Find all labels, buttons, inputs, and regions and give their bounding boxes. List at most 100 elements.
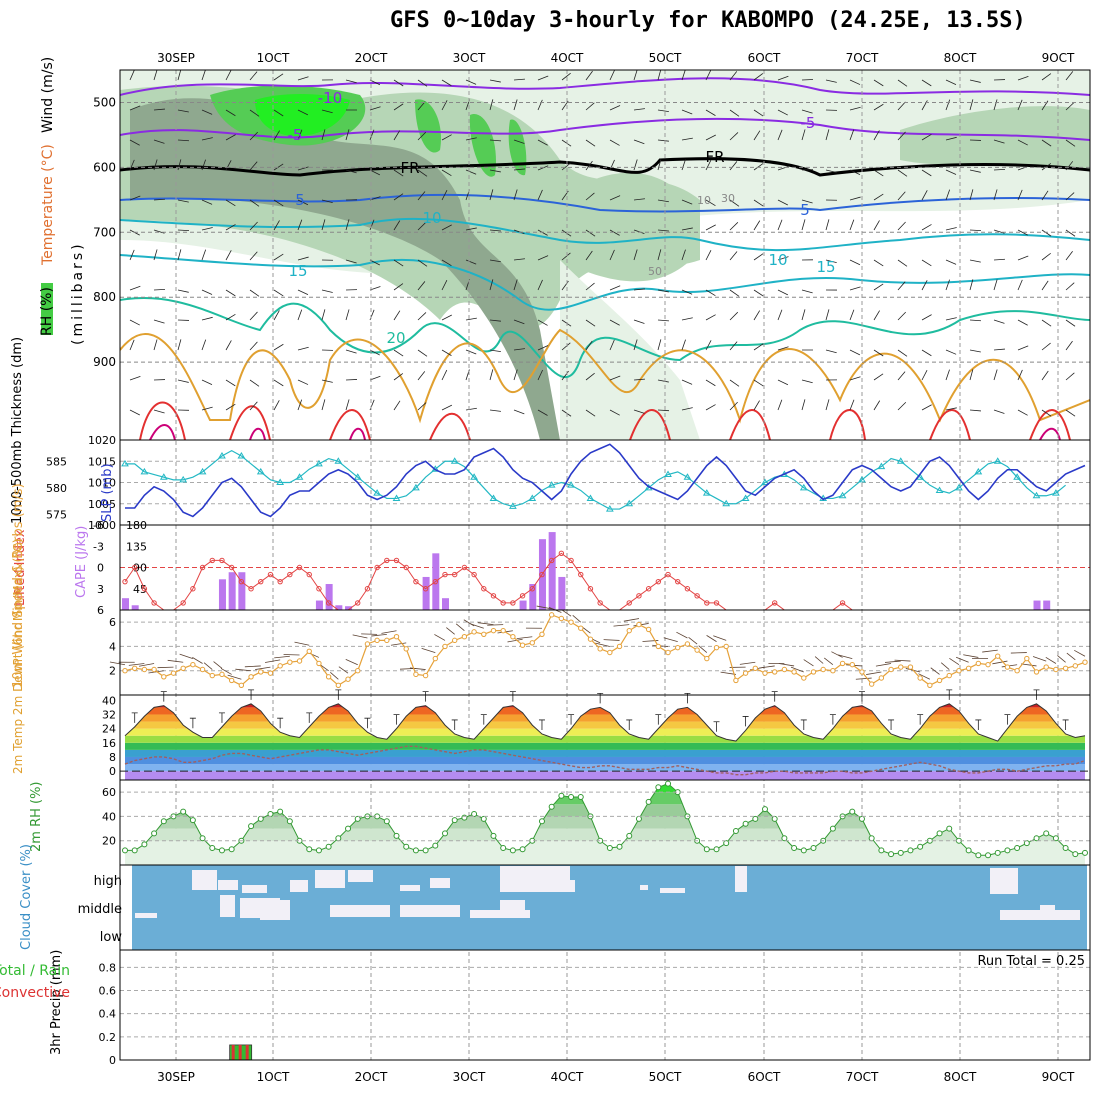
cape-bar-0 <box>122 598 129 610</box>
wind-barb-473 <box>1065 229 1076 237</box>
wind-barb-363 <box>849 169 861 176</box>
wind-barb-479 <box>1065 409 1076 417</box>
wind-barb-275 <box>657 409 670 412</box>
temp-line <box>124 703 1086 742</box>
wind-barb-225 <box>561 342 571 351</box>
cape-bar-94 <box>1033 600 1041 610</box>
wind-barb-125 <box>369 219 375 231</box>
li-point-60 <box>704 600 710 606</box>
wind-barb-78 <box>273 253 284 261</box>
wind10m-barb-51 <box>603 639 620 641</box>
wind-barb-38 <box>201 137 213 141</box>
wind-barb-388 <box>897 191 906 201</box>
wind-barb-19 <box>153 288 166 291</box>
rh2m-point-75 <box>849 808 856 815</box>
wind-speed-point-94 <box>1033 669 1040 675</box>
wind-barb-367 <box>849 286 861 291</box>
cape-bar-95 <box>1043 600 1051 610</box>
wind-barb-231 <box>585 160 593 171</box>
thickness-point-0 <box>121 459 129 467</box>
wind10m-barb-65 <box>739 661 756 665</box>
cloud-block-17 <box>330 905 390 917</box>
wind-speed-point-83 <box>927 682 933 688</box>
rh2m-point-97 <box>1062 845 1069 851</box>
wind-barb-18 <box>153 249 158 261</box>
wind-barb-364 <box>849 196 861 201</box>
wind-barb-472 <box>1065 192 1075 201</box>
thickness-point-80 <box>896 457 905 464</box>
wind-barb-282 <box>681 249 686 261</box>
temp-band-4 <box>125 742 1085 750</box>
rh2m-point-73 <box>829 825 836 832</box>
cloud-block-16 <box>260 900 290 920</box>
thickness-point-86 <box>955 483 963 491</box>
rh-band-5 <box>125 783 1085 793</box>
wind-barb-448 <box>1017 189 1023 201</box>
rh2m-point-65 <box>752 815 759 822</box>
wind-speed-point-77 <box>868 681 875 687</box>
li-point-10 <box>219 557 225 564</box>
cloud-block-1 <box>218 880 238 890</box>
wind10m-barb-98 <box>1066 652 1076 661</box>
wind-barb-362 <box>849 129 855 141</box>
wind10m-barb-12 <box>227 674 242 680</box>
wind-barb-242 <box>609 139 620 146</box>
wind-barb-301 <box>729 109 740 117</box>
rh2m-point-79 <box>888 851 895 858</box>
wind-barb-285 <box>681 339 686 351</box>
rh-band-2 <box>125 816 1085 829</box>
wind-barb-100 <box>321 199 333 204</box>
precip-legend-convective: Convective <box>0 985 70 1001</box>
wind-barb-136 <box>393 193 404 201</box>
li-point-57 <box>675 578 681 585</box>
temp-minmax-37 <box>480 714 487 725</box>
wind-barb-302 <box>729 132 739 141</box>
rh2m-point-3 <box>151 830 158 837</box>
wind-barb-341 <box>801 219 806 231</box>
wind-barb-456 <box>1041 73 1052 81</box>
wind-barb-280 <box>681 199 693 205</box>
wind-barb-323 <box>753 400 760 411</box>
wind-speed-point-65 <box>752 665 759 671</box>
wind-barb-31 <box>177 289 189 293</box>
wind-barb-155 <box>417 402 427 411</box>
wind-barb-219 <box>561 162 571 171</box>
li-point-53 <box>636 593 642 599</box>
wind-speed-point-31 <box>422 672 429 679</box>
wind-speed-point-93 <box>1024 655 1030 662</box>
wind-barb-446 <box>1017 139 1028 146</box>
thickness-point-46 <box>567 481 575 488</box>
wind-speed-point-76 <box>859 669 865 675</box>
li-point-18 <box>296 564 303 571</box>
wind-barb-154 <box>417 371 426 381</box>
wind-barb-417 <box>945 349 957 355</box>
temp-minmax-10 <box>218 712 225 723</box>
y-tick-precip-0.4: 0.4 <box>99 1008 117 1021</box>
temp-minmax-31 <box>422 691 429 702</box>
rh2m-point-66 <box>762 806 768 813</box>
wind-barb-199 <box>513 279 518 291</box>
temp-band-9 <box>125 707 1085 715</box>
wind-barb-4 <box>129 195 141 201</box>
wind-barb-314 <box>753 130 761 141</box>
li-point-6 <box>180 600 186 606</box>
wind-barb-351 <box>825 169 837 173</box>
x-tick-bottom-8OCT: 8OCT <box>944 1070 977 1084</box>
li-point-52 <box>626 600 632 606</box>
wind-barb-403 <box>921 280 928 291</box>
rh2m-point-31 <box>422 847 429 854</box>
wind-barb-192 <box>513 78 525 81</box>
wind-barb-71 <box>249 401 258 411</box>
y-tick-slp-1000: 1000 <box>88 519 116 532</box>
li-point-27 <box>384 557 390 564</box>
wind-barb-309 <box>729 341 738 351</box>
thickness-point-94 <box>1032 491 1041 499</box>
wind-speed-point-78 <box>878 675 885 681</box>
wind-barb-313 <box>753 109 764 117</box>
wind-barb-157 <box>441 100 448 111</box>
y-tick-slp-1020: 1020 <box>88 434 116 447</box>
li-point-49 <box>597 600 603 606</box>
wind-speed-point-67 <box>771 669 778 675</box>
wind-barb-196 <box>513 189 518 201</box>
